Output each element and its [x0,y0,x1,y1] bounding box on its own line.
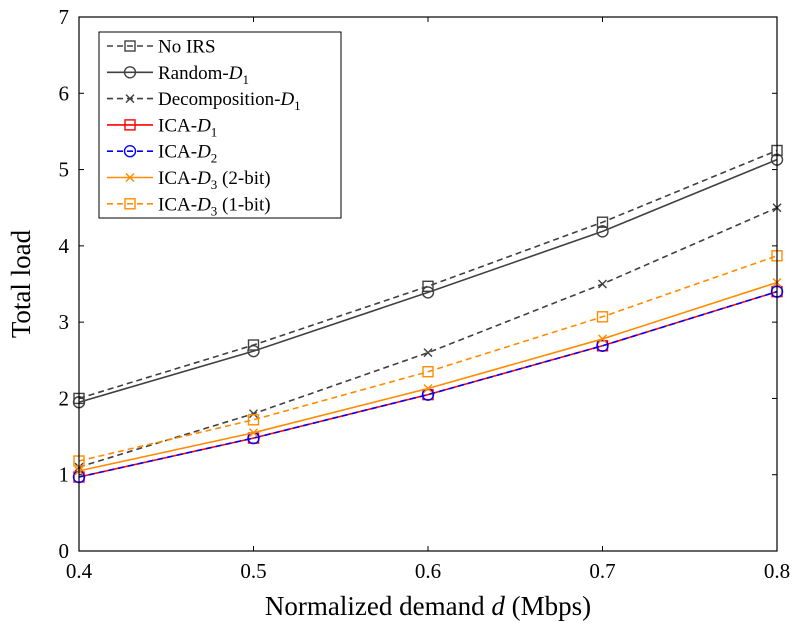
series [74,277,782,476]
y-tick-label: 4 [59,234,70,258]
legend-item: ICA-D3 (2-bit) [107,168,271,192]
y-tick-label: 3 [59,310,70,334]
y-tick-label: 2 [59,386,70,410]
data-point [598,279,607,289]
legend: No IRSRandom-D1Decomposition-D1ICA-D1ICA… [98,31,342,219]
data-point [421,286,435,299]
x-axis-title-suffix: (Mbps) [505,591,591,621]
data-point [247,339,260,351]
series-line [78,290,778,478]
y-tick-label: 6 [59,81,70,105]
series-line [78,158,778,404]
legend-label: ICA-D2 [158,142,217,166]
legend-label-symbol: D [196,168,211,189]
legend-label-symbol: D [196,194,211,215]
y-axis-title: Total load [6,229,36,338]
legend-label-subscript: 3 [211,203,218,218]
legend-swatch-marker [123,66,137,79]
series-layer [72,144,784,484]
legend-label-base: ICA- [158,115,197,136]
data-point [422,280,434,292]
x-tick-label: 0.7 [589,559,615,583]
legend-swatch-marker [123,144,137,158]
x-tick-label: 0.5 [240,559,266,583]
legend-swatch-marker [125,173,135,182]
legend-swatch-marker [124,198,136,210]
legend-swatch-marker [124,119,136,131]
legend-label: Random-D1 [158,63,249,87]
ticks-layer: 0 1 2 3 4 5 6 7 0.4 0.5 0.6 0.7 0.8 [59,5,791,583]
legend-label-symbol: D [279,89,294,110]
series-line [78,290,778,478]
series-line [78,255,778,462]
legend-label: ICA-D1 [158,115,217,139]
legend-item: Decomposition-D1 [107,89,301,113]
y-tick-label: 0 [59,539,70,563]
legend-label-subscript: 1 [294,98,301,113]
data-point [423,348,433,358]
legend-label-subscript: 1 [242,72,249,87]
data-point [249,409,258,419]
legend-label-base: ICA- [158,194,197,215]
legend-label-subscript: 3 [211,177,218,192]
legend-label-base: ICA- [158,168,197,189]
series [74,203,782,472]
x-axis-title-prefix: Normalized demand [265,591,491,621]
y-tick-label: 1 [59,463,70,487]
series [73,250,783,467]
legend-label-suffix: (2-bit) [217,168,270,189]
legend-item: Random-D1 [107,63,249,87]
legend-label: No IRS [158,37,216,58]
series-line [78,149,778,400]
data-point [423,384,433,394]
x-axis-title: Normalized demand d (Mbps) [265,591,591,621]
legend-label-symbol: D [196,115,211,136]
data-point [596,225,609,238]
legend-label: ICA-D3 (1-bit) [158,194,271,218]
legend-swatch-marker [124,40,136,52]
series-line [78,206,778,468]
x-tick-label: 0.8 [764,559,790,583]
legend-item: No IRS [107,37,216,58]
data-point [422,366,434,378]
legend-item: ICA-D2 [107,142,217,166]
x-tick-label: 0.6 [415,559,441,583]
data-point [249,428,258,438]
legend-label-subscript: 2 [211,151,218,166]
legend-item: ICA-D3 (1-bit) [107,194,271,218]
data-point [598,334,607,344]
data-point [247,344,260,358]
legend-item: ICA-D1 [107,115,217,139]
legend-label-base: ICA- [158,142,197,163]
x-axis-title-variable: d [491,591,505,621]
legend-label: Decomposition-D1 [158,89,301,113]
legend-label-symbol: D [228,63,243,84]
legend-label-suffix: (1-bit) [217,194,270,215]
x-tick-label: 0.4 [66,559,93,583]
plot-frame [78,16,778,552]
legend-label-base: Random- [158,63,229,84]
data-point [596,216,609,228]
legend-label-subscript: 1 [211,124,218,139]
data-point [596,311,609,323]
data-point [247,414,260,426]
legend-label-symbol: D [196,142,211,163]
y-tick-label: 5 [59,158,70,182]
legend-swatch-marker [125,94,135,104]
legend-label: ICA-D3 (2-bit) [158,168,271,192]
legend-label-base: Decomposition- [158,89,280,110]
y-tick-label: 7 [59,5,70,29]
legend-label-base: No IRS [158,37,216,58]
data-point [596,339,609,352]
